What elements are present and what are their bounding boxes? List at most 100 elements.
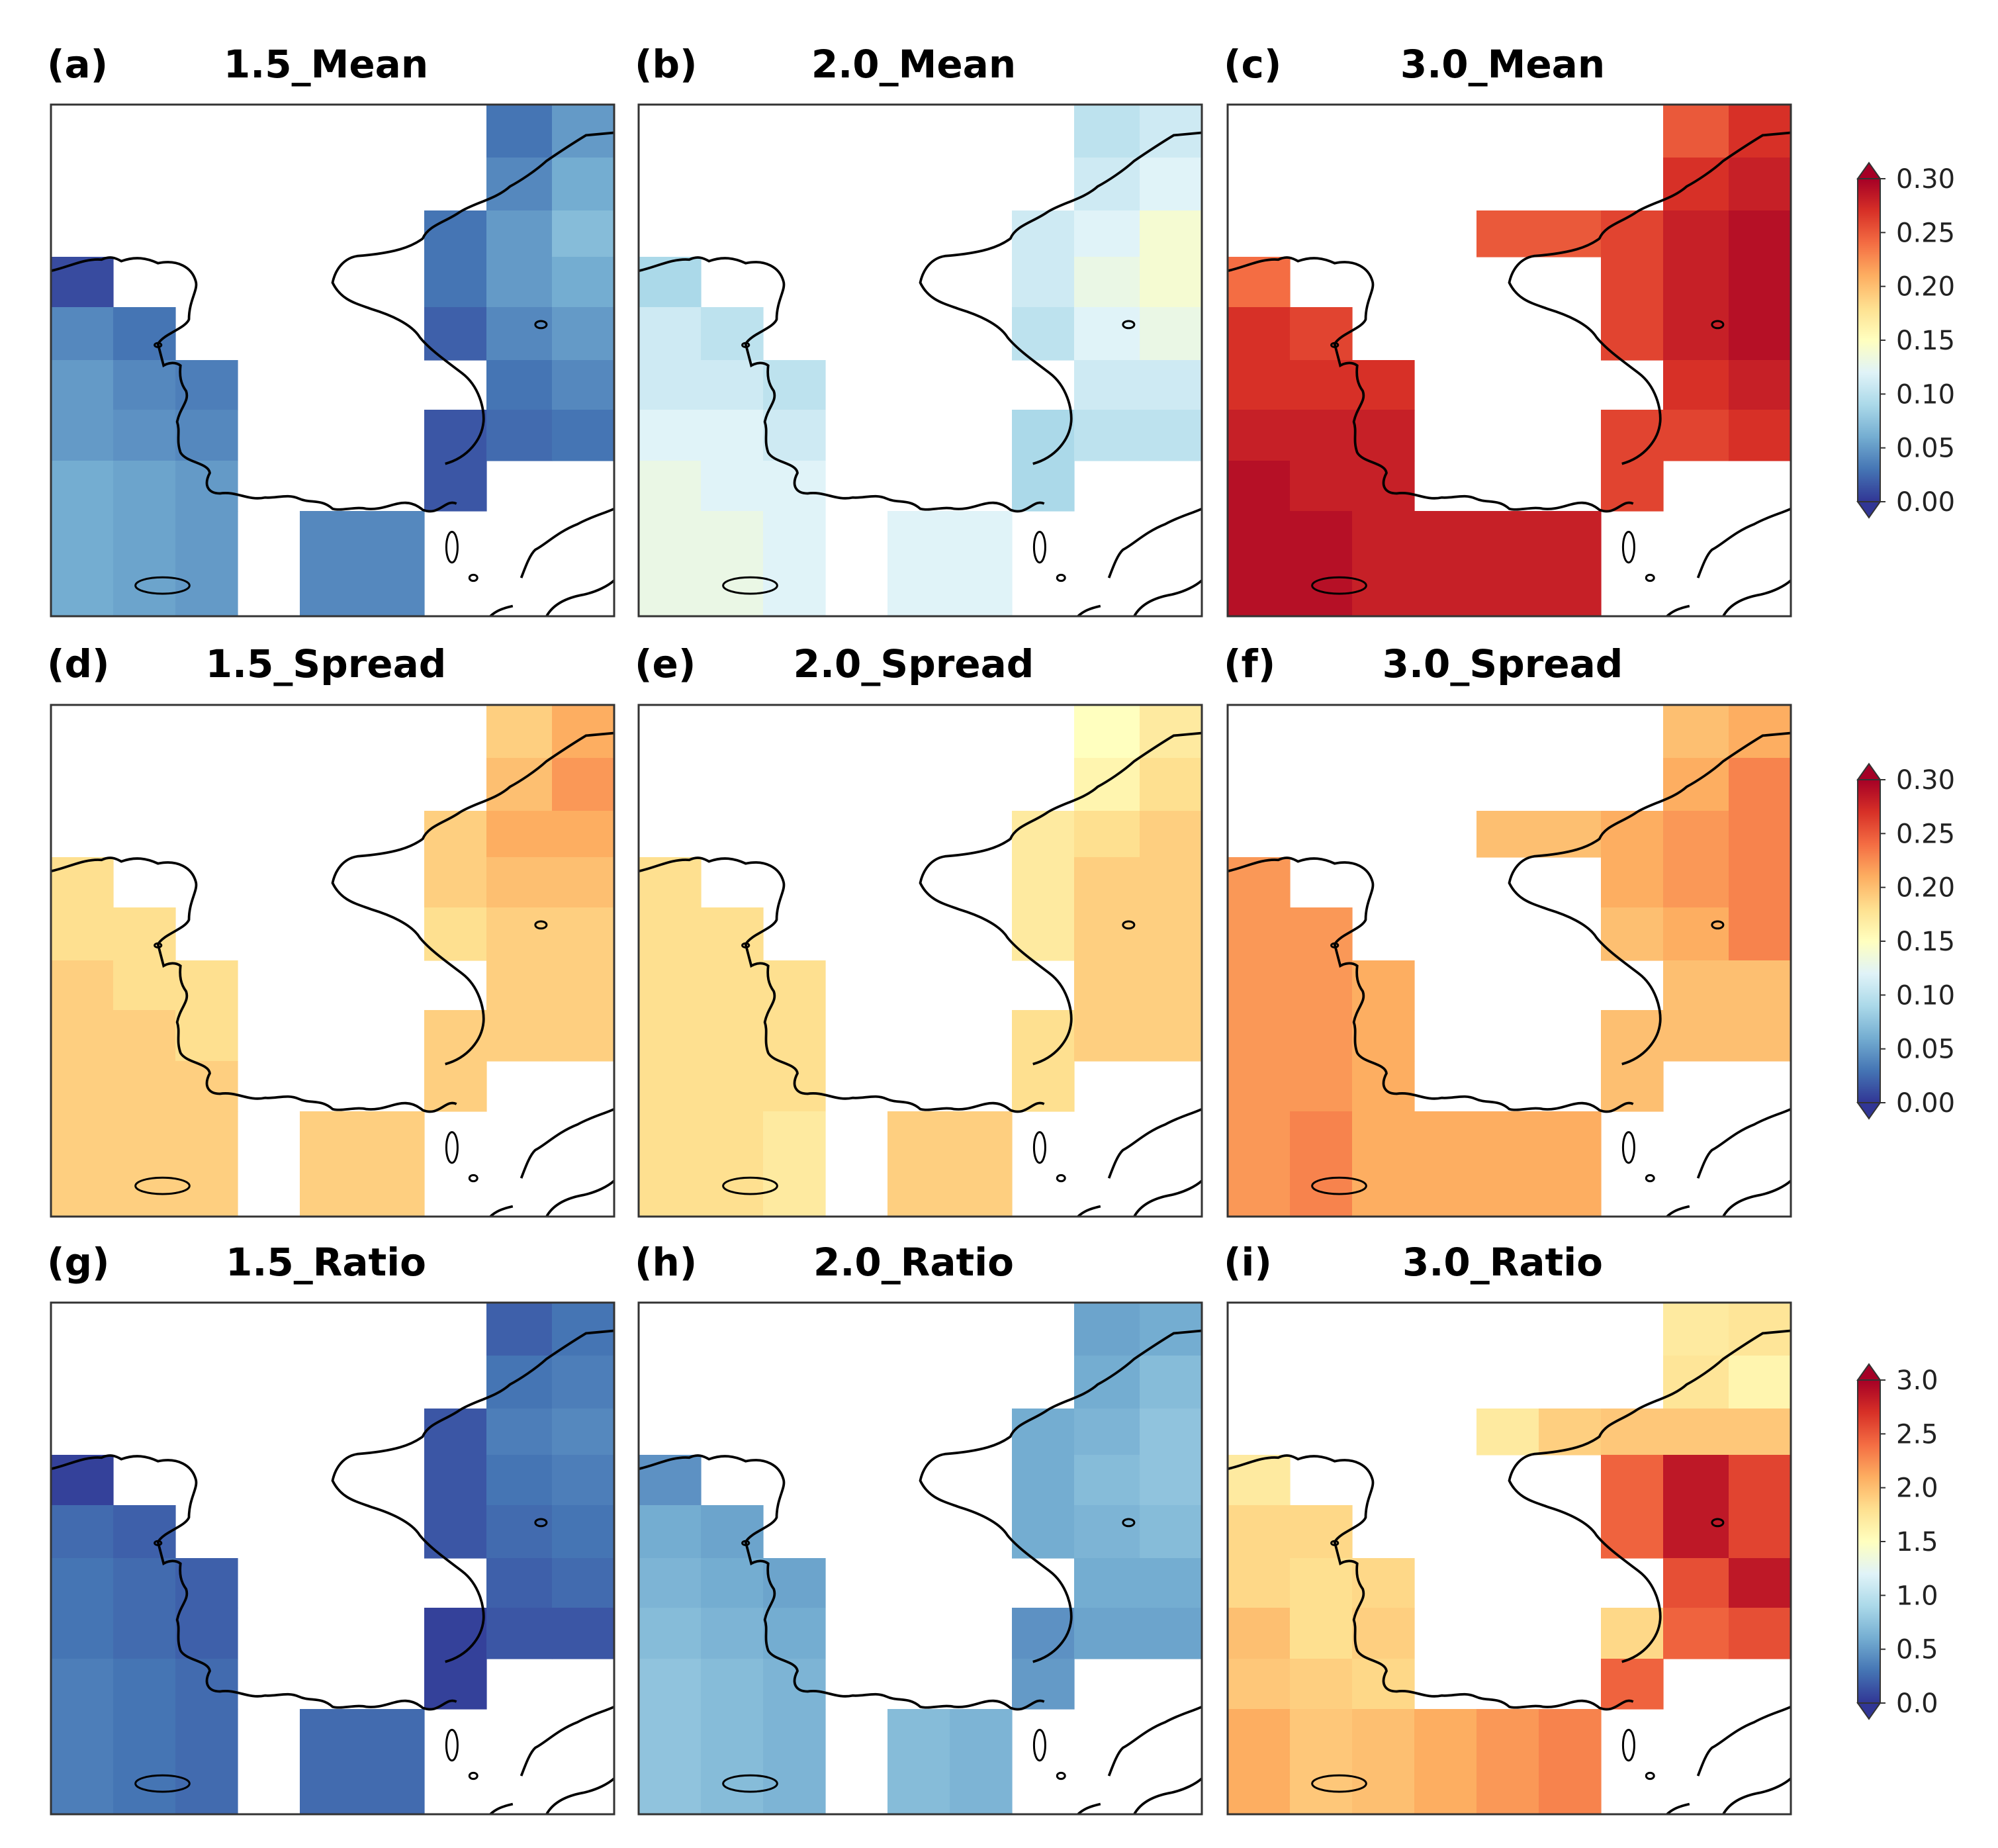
heatmap-cell xyxy=(1729,307,1792,361)
heatmap-cell xyxy=(1140,158,1203,211)
coastline-path xyxy=(1510,1331,1792,1662)
panel-frame xyxy=(1226,103,1792,618)
heatmap-cell xyxy=(113,461,176,512)
colorbar xyxy=(1857,779,1881,1103)
panel-frame xyxy=(50,103,615,618)
heatmap-cell xyxy=(424,1010,487,1062)
heatmap-cell xyxy=(1729,1409,1792,1455)
heatmap-cell xyxy=(1601,1455,1664,1506)
heatmap-cell xyxy=(639,511,702,617)
island-outline xyxy=(136,1775,190,1792)
coastline-path xyxy=(1667,1804,1690,1814)
heatmap-cell xyxy=(701,1659,764,1710)
heatmap-cell xyxy=(1012,811,1075,858)
heatmap-cell xyxy=(1601,257,1664,308)
heatmap-cell xyxy=(1074,307,1140,361)
colorbar-tick-label: 3.0 xyxy=(1896,1365,1938,1396)
heatmap-cell xyxy=(300,511,363,617)
heatmap-cell xyxy=(1074,1409,1140,1455)
heatmap-cell xyxy=(701,1608,764,1659)
heatmap-cell xyxy=(51,907,114,961)
heatmap-cell xyxy=(1228,307,1291,361)
heatmap-cell xyxy=(763,1709,826,1815)
heatmap-cell xyxy=(486,705,553,759)
heatmap-cell xyxy=(639,1111,702,1217)
heatmap-cell xyxy=(486,811,553,858)
coastline-path xyxy=(490,1804,513,1814)
panel-letter: (i) xyxy=(1224,1240,1272,1285)
island-outline xyxy=(1623,1730,1634,1760)
heatmap-cell xyxy=(51,1061,114,1112)
heatmap-cell xyxy=(763,1111,826,1217)
heatmap-cell xyxy=(1140,360,1203,410)
heatmap-cell xyxy=(1476,1709,1539,1815)
heatmap-cell xyxy=(552,1356,615,1409)
heatmap-cell xyxy=(763,1010,826,1062)
heatmap-cell xyxy=(1663,705,1729,759)
colorbar-tick-label: 0.0 xyxy=(1896,1688,1938,1719)
heatmap-cell xyxy=(1729,360,1792,410)
heatmap-cell xyxy=(486,210,553,257)
heatmap-cell xyxy=(552,758,615,811)
heatmap-cell xyxy=(1140,307,1203,361)
heatmap-cell xyxy=(552,360,615,410)
heatmap-cell xyxy=(486,960,553,1011)
heatmap-cell xyxy=(1663,1608,1729,1659)
heatmap-cell xyxy=(1140,811,1203,858)
panel-e: (e) 2.0_Spread xyxy=(635,641,1203,1218)
island-outline xyxy=(1057,1773,1065,1779)
panel-letter: (a) xyxy=(47,42,108,87)
heatmap-cell xyxy=(1228,1111,1291,1217)
panel-frame xyxy=(50,704,615,1218)
coastline-path xyxy=(490,1207,513,1217)
heatmap-cell xyxy=(51,1505,114,1559)
heatmap-cell xyxy=(1663,1558,1729,1608)
heatmap-cell xyxy=(701,511,764,617)
heatmap-cell xyxy=(552,857,615,908)
coastline xyxy=(639,1331,1202,1814)
panel-frame xyxy=(1226,704,1792,1218)
heatmap-cell xyxy=(486,1558,553,1608)
heatmap-cell xyxy=(51,1558,114,1608)
heatmap-cell xyxy=(1074,1608,1140,1659)
heatmap-cell xyxy=(1352,1111,1415,1217)
heatmap-cell xyxy=(1228,1061,1291,1112)
heatmap-cell xyxy=(1663,1303,1729,1356)
panel-a: (a) 1.5_Mean xyxy=(47,42,615,618)
coastline-path xyxy=(547,1181,614,1217)
heatmap-cell xyxy=(639,1505,702,1559)
heatmap-cell xyxy=(51,1455,114,1506)
island-outline xyxy=(1332,1541,1338,1545)
island-outline xyxy=(1034,1132,1045,1162)
heatmap-cell xyxy=(1352,511,1415,617)
heatmap-cell xyxy=(1729,857,1792,908)
heatmap-cell xyxy=(1074,257,1140,308)
heatmap-cell xyxy=(1290,1505,1353,1559)
heatmap-cell xyxy=(639,857,702,908)
heatmap-cell xyxy=(1140,907,1203,961)
heatmap-cell xyxy=(175,1010,238,1062)
heatmap-cell xyxy=(486,105,553,158)
heatmap-cell xyxy=(1414,1111,1477,1217)
heatmap-cell xyxy=(639,960,702,1011)
panel-frame xyxy=(637,1301,1203,1816)
heatmap-grid xyxy=(51,105,615,617)
heatmap-cell xyxy=(1352,410,1415,461)
heatmap-cell xyxy=(763,1608,826,1659)
heatmap-cell xyxy=(486,1303,553,1356)
colorbar-tick-label: 0.10 xyxy=(1896,980,1955,1011)
coastline-path xyxy=(490,606,513,616)
island-outline xyxy=(1712,921,1723,929)
heatmap-cell xyxy=(1290,1608,1353,1659)
heatmap-cell xyxy=(1729,758,1792,811)
heatmap-cell xyxy=(1228,511,1291,617)
heatmap-cell xyxy=(639,1061,702,1112)
heatmap-cell xyxy=(1539,1709,1602,1815)
heatmap-cell xyxy=(1290,907,1353,961)
coastline xyxy=(1228,133,1791,616)
heatmap-cell xyxy=(1729,1455,1792,1506)
panel-b: (b) 2.0_Mean xyxy=(635,42,1203,618)
heatmap-cell xyxy=(1228,1709,1291,1815)
island-outline xyxy=(1646,1175,1654,1181)
island-outline xyxy=(1332,343,1338,347)
